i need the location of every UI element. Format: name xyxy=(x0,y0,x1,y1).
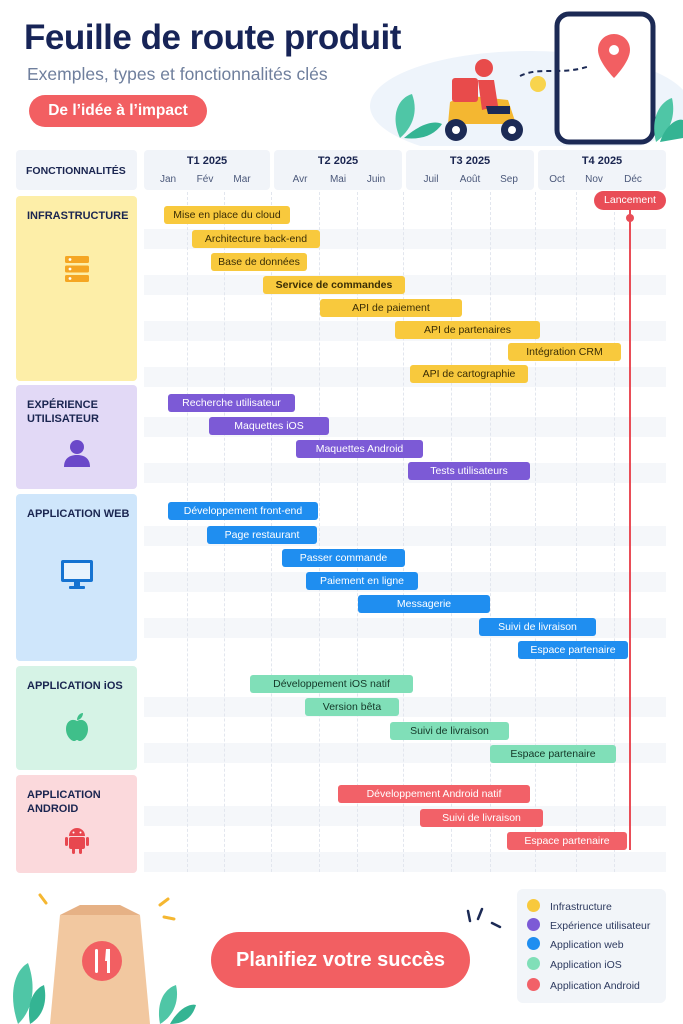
task-bar: Maquettes iOS xyxy=(209,417,329,435)
quarter-label: T3 2025 xyxy=(449,155,491,167)
plan-success-button[interactable]: Planifiez votre succès xyxy=(211,932,470,988)
task-bar: Espace partenaire xyxy=(507,832,627,850)
quarter-header-q1: T1 2025 xyxy=(144,150,270,190)
month-label: Août xyxy=(459,174,481,185)
category-user-experience: EXPÉRIENCE UTILISATEUR xyxy=(16,385,137,489)
apple-icon xyxy=(66,713,88,741)
month-label: Avr xyxy=(292,174,308,185)
phone-illustration xyxy=(554,11,656,145)
legend-label: Application Android xyxy=(550,980,640,992)
month-label: Sep xyxy=(500,174,518,185)
legend-swatch xyxy=(527,899,540,912)
legend-swatch xyxy=(527,957,540,970)
month-label: Jan xyxy=(159,174,177,185)
food-bag-illustration xyxy=(13,893,196,1024)
month-label: Juil xyxy=(423,174,439,185)
category-label: APPLICATION ANDROID xyxy=(27,789,101,815)
legend-item: Application web xyxy=(527,937,624,953)
category-label: APPLICATION iOS xyxy=(27,680,123,692)
task-bar: API de cartographie xyxy=(410,365,528,383)
month-label: Déc xyxy=(624,174,642,185)
task-bar: Service de commandes xyxy=(263,276,405,294)
quarter-header-q4: T4 2025 xyxy=(538,150,666,190)
task-bar: Développement front-end xyxy=(168,502,318,520)
quarter-label: T1 2025 xyxy=(186,155,228,167)
task-bar: Suivi de livraison xyxy=(479,618,596,636)
legend-item: Expérience utilisateur xyxy=(527,918,650,934)
sparkle-decoration xyxy=(466,907,502,929)
legend-label: Expérience utilisateur xyxy=(550,920,651,932)
task-bar: Page restaurant xyxy=(207,526,317,544)
server-icon xyxy=(65,256,89,282)
task-bar: API de paiement xyxy=(320,299,462,317)
launch-milestone-label: Lancement xyxy=(594,191,666,210)
category-ios-app: APPLICATION iOS xyxy=(16,666,137,770)
category-label: EXPÉRIENCE UTILISATEUR xyxy=(27,399,99,425)
category-web-app: APPLICATION WEB xyxy=(16,494,137,661)
legend-swatch xyxy=(527,918,540,931)
quarter-header-q2: T2 2025 xyxy=(274,150,402,190)
quarter-label: T2 2025 xyxy=(317,155,359,167)
legend-swatch xyxy=(527,937,540,950)
month-label: Fév xyxy=(196,174,214,185)
month-label: Nov xyxy=(585,174,603,185)
month-label: Oct xyxy=(549,174,565,185)
leaf-icon xyxy=(395,94,442,139)
task-bar: Mise en place du cloud xyxy=(164,206,290,224)
legend: Infrastructure Expérience utilisateur Ap… xyxy=(517,889,666,1003)
category-label: APPLICATION WEB xyxy=(27,508,130,520)
legend-label: Application iOS xyxy=(550,959,622,971)
task-bar: Tests utilisateurs xyxy=(408,462,530,480)
legend-swatch xyxy=(527,978,540,991)
user-icon xyxy=(64,440,90,467)
category-android-app: APPLICATION ANDROID xyxy=(16,775,137,873)
plant-icon xyxy=(654,98,683,142)
features-column-header: FONCTIONNALITÉS xyxy=(16,150,137,190)
task-bar: Espace partenaire xyxy=(490,745,616,763)
task-bar: Paiement en ligne xyxy=(306,572,418,590)
task-bar: Maquettes Android xyxy=(296,440,423,458)
task-bar: Architecture back-end xyxy=(192,230,320,248)
task-bar: Recherche utilisateur xyxy=(168,394,295,412)
legend-label: Application web xyxy=(550,939,624,951)
monitor-icon xyxy=(61,560,93,589)
task-bar: Développement Android natif xyxy=(338,785,530,803)
launch-milestone-dot xyxy=(626,214,634,222)
legend-item: Infrastructure xyxy=(527,899,612,915)
task-bar: Suivi de livraison xyxy=(390,722,509,740)
launch-milestone-line xyxy=(629,209,631,850)
scooter-icon xyxy=(445,59,523,141)
tagline-pill: De l’idée à l’impact xyxy=(29,95,207,127)
task-bar: Version bêta xyxy=(305,698,399,716)
month-label: Juin xyxy=(366,174,386,185)
task-bar: Intégration CRM xyxy=(508,343,621,361)
month-label: Mai xyxy=(329,174,347,185)
task-bar: Suivi de livraison xyxy=(420,809,543,827)
delivery-scooter-illustration xyxy=(370,11,683,146)
task-bar: Développement iOS natif xyxy=(250,675,413,693)
category-infrastructure: INFRASTRUCTURE xyxy=(16,196,137,381)
quarter-label: T4 2025 xyxy=(581,155,623,167)
task-bar: Espace partenaire xyxy=(518,641,628,659)
task-bar: Passer commande xyxy=(282,549,405,567)
month-label: Mar xyxy=(233,174,251,185)
page-title: Feuille de route produit xyxy=(24,18,401,57)
task-bar: Messagerie xyxy=(358,595,490,613)
android-icon xyxy=(65,828,89,854)
quarter-header-q3: T3 2025 xyxy=(406,150,534,190)
legend-item: Application iOS xyxy=(527,957,622,973)
legend-label: Infrastructure xyxy=(550,901,612,913)
category-label: INFRASTRUCTURE xyxy=(27,210,129,222)
page-subtitle: Exemples, types et fonctionnalités clés xyxy=(27,64,328,84)
task-bar: API de partenaires xyxy=(395,321,540,339)
task-bar: Base de données xyxy=(211,253,307,271)
legend-item: Application Android xyxy=(527,978,640,994)
